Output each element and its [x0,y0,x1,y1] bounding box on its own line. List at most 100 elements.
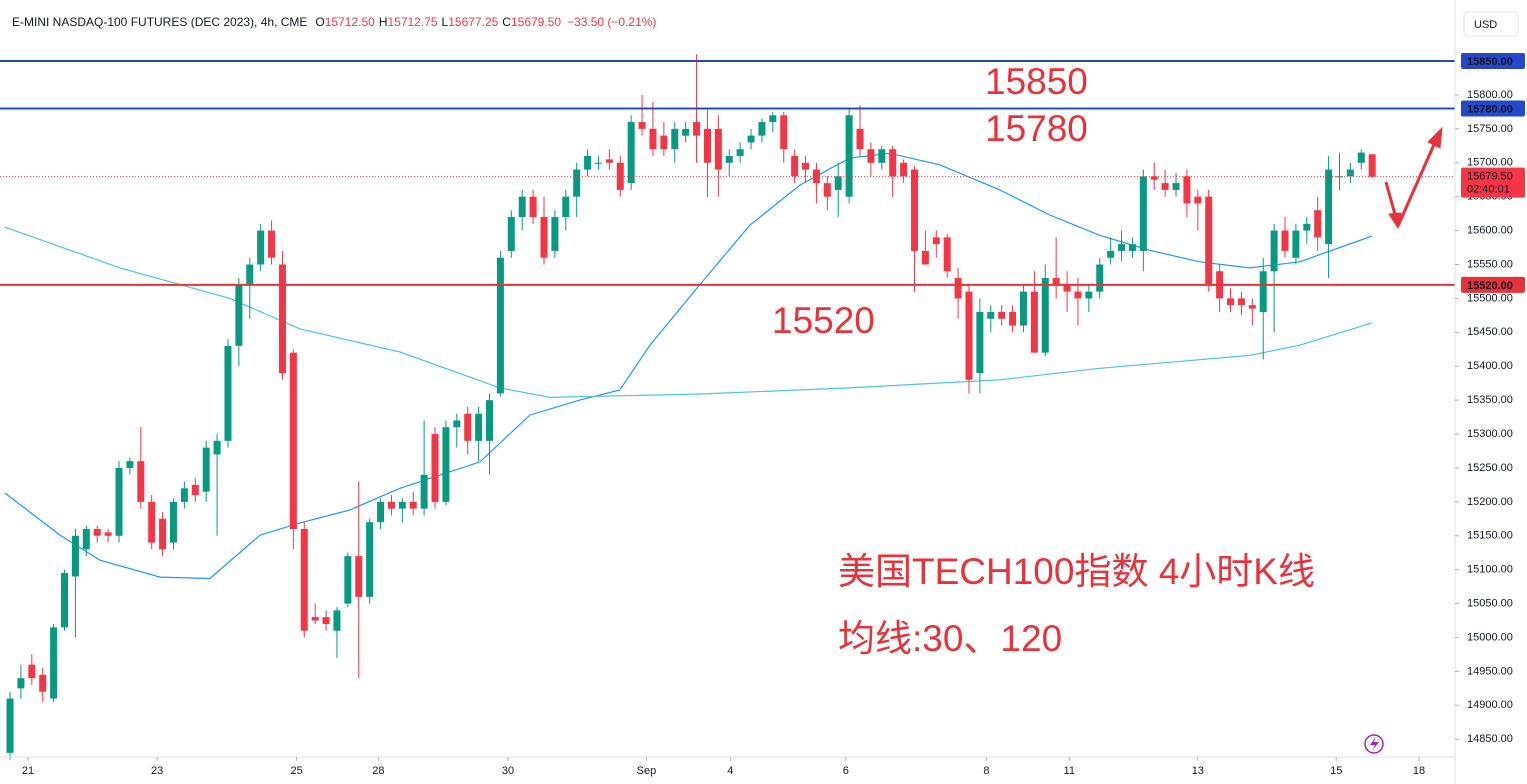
candle-body [17,678,25,689]
candle-body [605,159,613,163]
candle-body [431,434,439,502]
candle-body [1314,210,1322,238]
candle-body [1357,152,1365,163]
candle-body [1248,305,1256,309]
ohlc-label: C [502,15,511,29]
candle-body [638,122,646,129]
x-tick-label: 4 [727,765,733,777]
candle-body [747,135,755,143]
candle-body [387,501,395,509]
level-label: 15850.00 [1467,56,1513,68]
y-tick-label: 15400.00 [1467,360,1513,372]
y-tick-label: 15550.00 [1467,258,1513,270]
candle-body [954,278,962,299]
candle-body [213,440,221,455]
ohlc-label: O [315,15,324,29]
ohlc-value: 15712.50 [325,15,375,29]
annotation: 15520 [772,300,875,341]
candle-body [562,196,570,218]
candle-body [845,115,853,197]
candle-body [82,528,90,550]
x-tick-label: 25 [290,765,302,777]
y-tick-label: 15500.00 [1467,292,1513,304]
candle-body [1194,196,1202,204]
candle-body [682,128,690,136]
moving-average [4,152,1373,580]
candle-body [333,610,341,631]
candle-body [6,698,14,753]
x-tick-label: 8 [983,765,989,777]
x-tick-label: 23 [151,765,163,777]
candle-body [344,556,352,604]
candle-body [1063,284,1071,292]
candle-body [420,474,428,509]
candle-body [1368,154,1376,177]
candle-body [442,427,450,502]
candle-body [1074,291,1082,299]
candle-body [148,501,156,543]
level-label-box [1461,53,1525,70]
ohlc-value: 15712.75 [387,15,437,29]
candle-body [878,149,886,163]
y-tick-label: 14850.00 [1467,733,1513,745]
candle-body [61,573,69,628]
candle-body [943,237,951,272]
candle-body [649,128,657,150]
arrows [1384,126,1443,230]
arrow-head [1427,126,1443,149]
candle-body [791,155,799,177]
currency: USD [1474,19,1497,31]
y-tick-label: 15200.00 [1467,496,1513,508]
candle-body [115,467,123,536]
candle-body [1227,298,1235,306]
annotation: 美国TECH100指数 4小时K线 [838,551,1315,592]
candle-body [693,122,701,136]
candle-body [660,135,668,150]
candle-body [867,149,875,163]
y-tick-label: 14950.00 [1467,665,1513,677]
axes: 14850.00 14900.00 14950.00 15000.00 15050.00… [22,53,1525,777]
x-tick-label: 13 [1192,765,1204,777]
icon[interactable] [1364,734,1384,754]
y-tick-label: 15050.00 [1467,598,1513,610]
y-tick-label: 15100.00 [1467,564,1513,576]
y-tick-label: 15700.00 [1467,157,1513,169]
annotation: 15780 [985,108,1088,149]
annotation: 均线:30、120 [838,618,1062,659]
currency-box[interactable] [1463,11,1519,37]
candle-body [1183,176,1191,204]
candle-body [71,535,79,577]
candle-body [453,420,461,428]
candle-body [725,155,733,163]
candle-body [50,627,58,699]
candle-body [627,122,635,184]
candle-body [1325,169,1333,245]
candle-body [1335,176,1343,178]
change: −33.50 (−0.21%) [567,15,656,29]
candle-body [235,284,243,346]
candle-body [1237,298,1245,306]
candle-body [28,664,36,679]
candle-body [1161,183,1169,190]
ohlc-value: 15677.25 [448,15,498,29]
last-price-label: 15679.50 [1467,171,1513,183]
ohlc-label: H [379,15,388,29]
candle-body [202,447,210,492]
x-tick-label: 28 [372,765,384,777]
candle-body [1041,278,1049,353]
annotation: 15850 [985,61,1088,102]
last-price-box [1461,167,1525,198]
candle-body [246,264,254,285]
candle-body [703,128,711,163]
candle-body [278,264,286,374]
candle-body [300,528,308,631]
candle-body [289,352,297,529]
candle-body [540,217,548,258]
candle-body [1150,176,1158,180]
candle-body [932,237,940,245]
candle-body [1205,196,1213,285]
y-tick-label: 15250.00 [1467,462,1513,474]
level-label: 15780.00 [1467,103,1513,115]
candle-body [834,176,842,190]
candle-body [39,674,47,692]
